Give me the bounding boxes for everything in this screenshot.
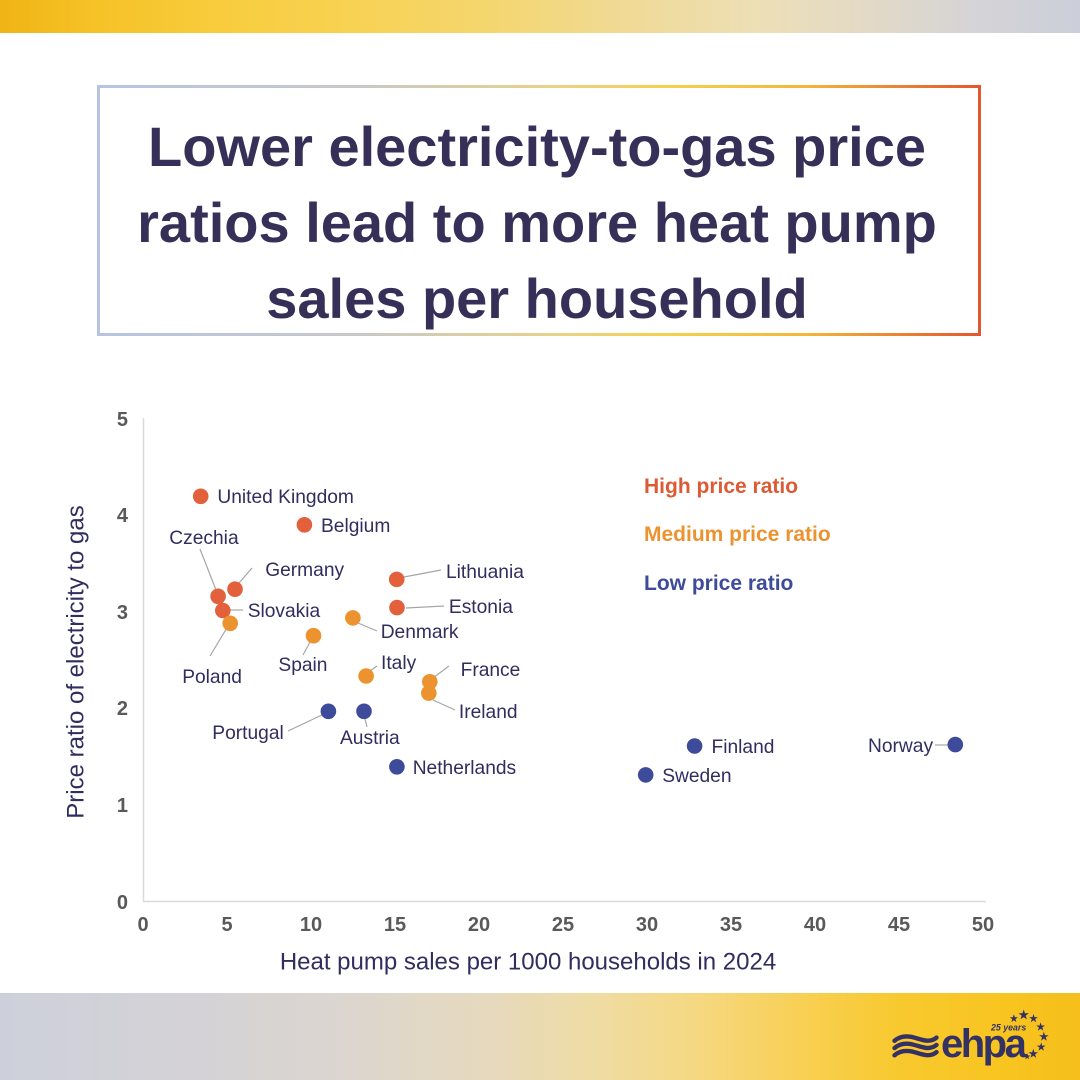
svg-text:30: 30 — [636, 914, 658, 936]
svg-text:40: 40 — [804, 914, 826, 936]
svg-text:20: 20 — [468, 914, 490, 936]
svg-text:25: 25 — [552, 914, 574, 936]
svg-text:Poland: Poland — [182, 667, 242, 688]
svg-text:15: 15 — [384, 914, 406, 936]
svg-text:35: 35 — [720, 914, 742, 936]
svg-text:Price ratio of electricity to: Price ratio of electricity to gas — [63, 505, 90, 818]
svg-text:50: 50 — [972, 914, 994, 936]
svg-text:Portugal: Portugal — [212, 723, 283, 744]
svg-text:Heat pump sales per 1000 house: Heat pump sales per 1000 households in 2… — [280, 949, 776, 976]
svg-text:Finland: Finland — [712, 737, 775, 758]
svg-text:2: 2 — [117, 698, 128, 720]
svg-text:0: 0 — [137, 914, 148, 936]
svg-text:10: 10 — [300, 914, 322, 936]
svg-text:Low price ratio: Low price ratio — [644, 572, 793, 595]
svg-text:Sweden: Sweden — [662, 766, 731, 787]
svg-text:Lithuania: Lithuania — [446, 562, 524, 583]
svg-text:4: 4 — [117, 505, 129, 527]
svg-text:0: 0 — [117, 892, 128, 914]
svg-text:5: 5 — [221, 914, 232, 936]
svg-text:25 years: 25 years — [990, 1023, 1026, 1033]
svg-text:Medium price ratio: Medium price ratio — [644, 523, 831, 546]
svg-text:Germany: Germany — [265, 560, 344, 581]
svg-text:Denmark: Denmark — [381, 622, 459, 643]
svg-text:ehpa: ehpa — [941, 1022, 1028, 1066]
svg-text:1: 1 — [117, 795, 128, 817]
svg-text:France: France — [461, 660, 521, 681]
svg-text:Ireland: Ireland — [459, 702, 518, 723]
svg-text:Slovakia: Slovakia — [248, 601, 321, 622]
svg-text:Czechia: Czechia — [169, 528, 239, 549]
svg-text:45: 45 — [888, 914, 910, 936]
svg-text:High price ratio: High price ratio — [644, 475, 798, 498]
svg-text:3: 3 — [117, 602, 128, 624]
svg-text:Belgium: Belgium — [321, 516, 390, 537]
svg-text:Norway: Norway — [868, 736, 933, 757]
svg-text:Spain: Spain — [278, 655, 327, 676]
svg-text:United Kingdom: United Kingdom — [217, 487, 354, 508]
svg-text:Italy: Italy — [381, 653, 417, 674]
svg-text:5: 5 — [117, 409, 128, 431]
svg-text:Estonia: Estonia — [449, 597, 513, 618]
svg-text:Netherlands: Netherlands — [413, 758, 516, 779]
svg-text:Austria: Austria — [340, 728, 400, 749]
